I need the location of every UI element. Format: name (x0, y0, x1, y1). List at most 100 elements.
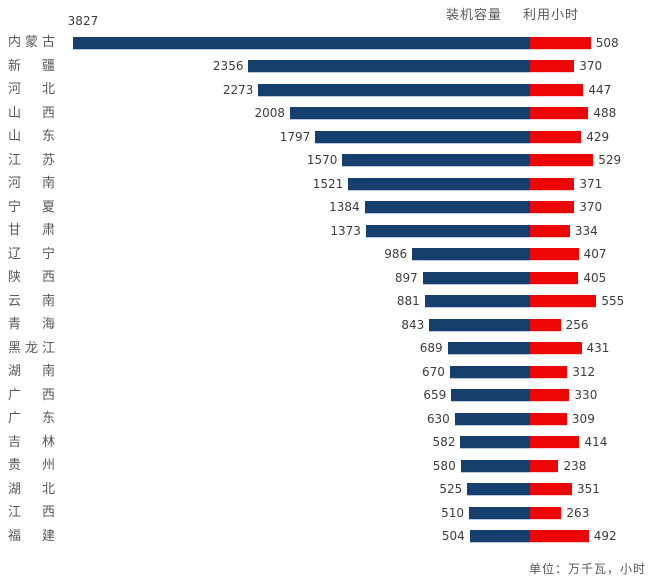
category-label: 辽宁 (8, 246, 55, 262)
hours-value: 312 (572, 364, 596, 379)
hours-value: 238 (563, 458, 587, 473)
capacity-bar (460, 436, 530, 449)
hours-value: 407 (583, 247, 607, 262)
capacity-bar (342, 154, 530, 167)
hours-value: 256 (565, 317, 589, 332)
category-label: 广西 (8, 387, 55, 403)
capacity-value: 580 (432, 458, 456, 473)
hours-value: 371 (579, 176, 603, 191)
capacity-value: 2273 (222, 82, 254, 97)
hours-bar (530, 130, 582, 143)
hours-value: 508 (595, 35, 619, 50)
capacity-bar (460, 459, 530, 472)
capacity-bar (467, 483, 530, 496)
hours-bar (530, 248, 579, 261)
hours-value: 263 (566, 505, 590, 520)
hours-bar (530, 412, 567, 425)
capacity-value: 1373 (330, 223, 361, 238)
capacity-value: 504 (441, 529, 465, 544)
capacity-bar (348, 177, 530, 190)
category-label: 江苏 (8, 152, 55, 168)
hours-value: 405 (583, 270, 607, 285)
capacity-value: 659 (423, 388, 447, 403)
hours-bar (530, 295, 597, 308)
category-label: 广东 (8, 411, 55, 426)
capacity-value: 1384 (329, 200, 360, 215)
hours-bar (530, 201, 575, 214)
legend-capacity-label: 装机容量 (446, 8, 503, 23)
hours-bar (530, 459, 559, 472)
capacity-bar (429, 318, 530, 331)
capacity-value: 510 (441, 505, 465, 520)
category-label: 宁夏 (8, 199, 55, 215)
category-label: 甘肃 (8, 223, 55, 238)
hours-value: 488 (593, 106, 617, 121)
hours-bar (530, 271, 579, 284)
hours-bar (530, 177, 575, 190)
hours-value: 492 (593, 529, 617, 544)
hours-bar (530, 36, 591, 49)
capacity-bar (447, 342, 530, 355)
category-label: 吉林 (8, 434, 55, 450)
capacity-bar (424, 295, 530, 308)
capacity-bar (290, 107, 530, 120)
hours-value: 370 (579, 59, 603, 74)
hours-value: 330 (574, 388, 598, 403)
hours-value: 414 (584, 435, 608, 450)
hours-bar (530, 224, 570, 237)
category-label: 山西 (8, 105, 55, 121)
capacity-value: 2356 (212, 59, 244, 74)
capacity-value: 2008 (254, 106, 286, 121)
capacity-bar (451, 389, 530, 402)
capacity-value: 1521 (312, 176, 344, 191)
category-label: 陕西 (8, 270, 55, 285)
capacity-value: 689 (419, 341, 443, 356)
category-label: 青海 (8, 317, 55, 332)
capacity-value: 897 (394, 270, 418, 285)
hours-value: 370 (579, 200, 603, 215)
hours-bar (530, 530, 589, 543)
capacity-value: 3827 (67, 14, 99, 28)
hours-bar (530, 154, 594, 167)
category-label: 内蒙古 (8, 35, 55, 50)
hours-value: 351 (576, 482, 600, 497)
hours-bar (530, 60, 575, 73)
capacity-value: 582 (432, 435, 456, 450)
category-label: 河北 (8, 82, 55, 97)
category-label: 福建 (8, 528, 55, 544)
hours-value: 431 (586, 341, 610, 356)
hours-bar (530, 83, 584, 96)
capacity-bar (72, 36, 530, 49)
hours-bar (530, 318, 561, 331)
capacity-value: 630 (426, 411, 450, 426)
capacity-bar (258, 83, 530, 96)
category-label: 黑龙江 (8, 340, 55, 356)
capacity-bar (422, 271, 530, 284)
hours-bar (530, 389, 570, 402)
hours-bar (530, 365, 568, 378)
capacity-bar (454, 412, 530, 425)
capacity-value: 1570 (306, 153, 338, 168)
hours-value: 334 (574, 223, 598, 238)
capacity-bar (412, 248, 530, 261)
unit-footnote: 单位：万千瓦，小时 (528, 562, 646, 576)
hours-bar (530, 436, 580, 449)
capacity-value: 1797 (279, 129, 311, 144)
capacity-bar (248, 60, 530, 73)
category-label: 河南 (8, 176, 55, 191)
capacity-bar (365, 224, 530, 237)
hours-value: 429 (586, 129, 610, 144)
capacity-value: 525 (439, 482, 463, 497)
hours-bar (530, 483, 572, 496)
category-label: 山东 (8, 129, 55, 144)
legend-hours-label: 利用小时 (523, 8, 580, 23)
hours-value: 309 (571, 411, 595, 426)
capacity-value: 881 (396, 294, 420, 309)
capacity-bar (469, 530, 530, 543)
capacity-value: 670 (422, 364, 445, 379)
hours-bar (530, 107, 589, 120)
capacity-value: 986 (384, 247, 408, 262)
hours-value: 529 (598, 153, 622, 168)
category-label: 云南 (8, 293, 55, 309)
